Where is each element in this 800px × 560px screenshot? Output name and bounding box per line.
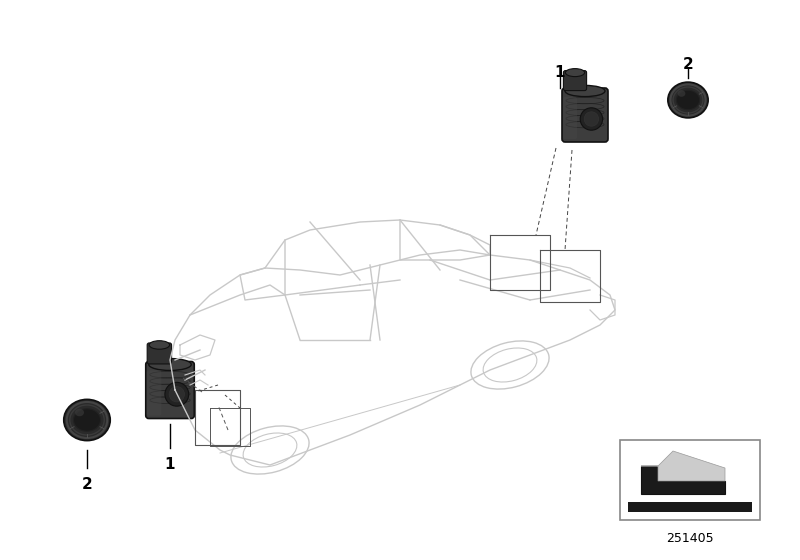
FancyBboxPatch shape	[146, 371, 162, 416]
Ellipse shape	[74, 409, 101, 431]
Text: 1: 1	[554, 65, 566, 80]
FancyBboxPatch shape	[562, 88, 608, 142]
Ellipse shape	[149, 340, 170, 349]
Ellipse shape	[169, 386, 185, 402]
Ellipse shape	[149, 358, 191, 371]
Ellipse shape	[165, 382, 189, 406]
Bar	[628, 502, 752, 512]
Polygon shape	[641, 451, 725, 481]
FancyBboxPatch shape	[563, 71, 586, 91]
FancyBboxPatch shape	[147, 343, 171, 364]
Text: 1: 1	[165, 457, 175, 472]
Ellipse shape	[64, 399, 110, 441]
Ellipse shape	[580, 108, 602, 130]
Ellipse shape	[678, 90, 686, 97]
Text: 2: 2	[682, 57, 694, 72]
Ellipse shape	[668, 82, 708, 118]
FancyBboxPatch shape	[146, 362, 194, 418]
Ellipse shape	[75, 409, 84, 416]
Bar	[620, 440, 760, 520]
Text: 2: 2	[82, 477, 92, 492]
Ellipse shape	[584, 112, 598, 126]
Polygon shape	[641, 466, 725, 494]
Ellipse shape	[565, 86, 605, 97]
Ellipse shape	[676, 90, 700, 110]
Text: 251405: 251405	[666, 532, 714, 545]
FancyBboxPatch shape	[563, 97, 577, 139]
Ellipse shape	[566, 69, 585, 77]
